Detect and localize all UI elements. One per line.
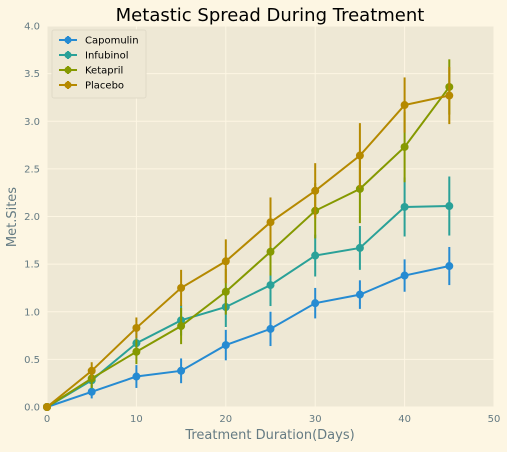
data-point [400, 101, 409, 110]
data-point [355, 290, 364, 299]
y-tick-label: 2.0 [24, 212, 40, 223]
data-point [132, 347, 141, 356]
x-tick-label: 10 [130, 414, 143, 425]
legend-label: Capomulin [85, 36, 139, 47]
series-line [46, 205, 450, 408]
data-point [221, 257, 230, 266]
axes: 0 10 20 30 40 50 0.0 0.5 1.0 1.5 2.0 2.5 3.0 3.5 4.0 [24, 22, 500, 426]
data-point [177, 366, 186, 375]
y-tick-label: 0.0 [24, 403, 40, 414]
y-tick-label: 2.5 [24, 164, 40, 175]
data-point [43, 403, 51, 411]
data-point [311, 299, 320, 308]
data-point [355, 243, 364, 252]
data-point [132, 372, 141, 381]
x-tick-label: 30 [309, 414, 322, 425]
legend-label: Infubinol [85, 51, 129, 62]
y-tick-label: 0.5 [24, 355, 40, 366]
chart-title: Metastic Spread During Treatment [116, 5, 425, 26]
data-point [266, 324, 275, 333]
y-tick-label: 3.0 [24, 117, 40, 128]
data-point [221, 287, 230, 296]
legend-label: Placebo [85, 81, 124, 92]
data-point [400, 202, 409, 211]
legend-swatch-marker [64, 51, 72, 59]
data-point [266, 281, 275, 290]
legend: Capomulin Infubinol Ketapril Placebo [51, 29, 147, 99]
x-tick-label: 0 [44, 414, 50, 425]
data-point [445, 262, 454, 271]
y-tick-label: 4.0 [24, 22, 40, 33]
data-point [311, 186, 320, 195]
data-point [266, 218, 275, 227]
legend-swatch-marker [64, 36, 72, 44]
legend-swatch-marker [64, 81, 72, 89]
legend-swatch-marker [64, 66, 72, 74]
data-point [400, 142, 409, 151]
legend-label: Ketapril [85, 66, 123, 77]
y-axis-label: Met.Sites [5, 187, 20, 247]
data-point [221, 341, 230, 350]
data-point [266, 247, 275, 256]
series-capomulin [43, 246, 454, 411]
x-tick-label: 40 [398, 414, 411, 425]
y-tick-label: 1.5 [24, 260, 40, 271]
data-point [400, 271, 409, 280]
y-tick-label: 1.0 [24, 307, 40, 318]
legend-box [51, 29, 147, 99]
x-tick-label: 20 [219, 414, 232, 425]
series-line [46, 265, 450, 408]
y-tick-label: 3.5 [24, 69, 40, 80]
data-point [355, 151, 364, 160]
x-tick-label: 50 [488, 414, 501, 425]
data-point [87, 387, 96, 396]
data-point [177, 283, 186, 292]
data-point [445, 202, 454, 211]
data-point [87, 366, 96, 375]
series-line [46, 94, 450, 408]
data-point [132, 323, 141, 332]
x-axis-label: Treatment Duration(Days) [184, 428, 354, 443]
series-layer [43, 59, 454, 411]
data-point [311, 251, 320, 260]
series-placebo [43, 66, 454, 411]
data-point [177, 322, 186, 331]
data-point [355, 184, 364, 193]
data-point [445, 91, 454, 100]
series-line [46, 86, 451, 408]
